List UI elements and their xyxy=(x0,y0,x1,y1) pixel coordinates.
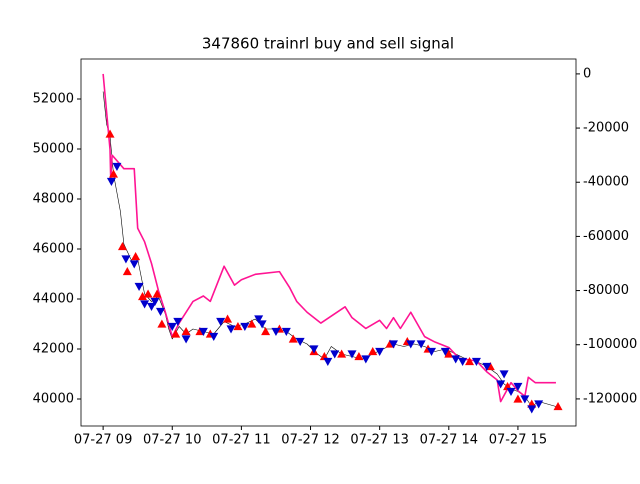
sell-marker xyxy=(134,282,144,291)
y-tick-label: 52000 xyxy=(33,92,74,107)
sell-marker xyxy=(181,335,191,344)
sell-marker xyxy=(347,350,357,359)
x-tick-label: 07-27 13 xyxy=(350,433,408,448)
sell-marker xyxy=(527,405,537,414)
line xyxy=(102,73,556,403)
sell-marker xyxy=(226,325,236,334)
sell-marker xyxy=(254,315,264,324)
y-tick-label: 42000 xyxy=(33,342,74,357)
sell-marker xyxy=(129,260,139,269)
x-tick-label: 07-27 14 xyxy=(420,433,478,448)
y2-tick-label: -40000 xyxy=(583,175,629,190)
sell-marker xyxy=(240,322,250,331)
buy-marker xyxy=(368,347,378,356)
sell-marker xyxy=(375,347,385,356)
buy-marker xyxy=(117,242,127,251)
sell-marker xyxy=(361,355,371,364)
y-tick-label: 46000 xyxy=(33,242,74,257)
buy-marker xyxy=(157,319,167,328)
sell-marker xyxy=(482,362,492,371)
buy-marker xyxy=(131,252,141,261)
sell-marker xyxy=(156,307,166,316)
sell-marker xyxy=(271,327,281,336)
buy-marker xyxy=(513,394,523,403)
buy-marker xyxy=(247,319,257,328)
sell-marker xyxy=(281,327,291,336)
buy-marker xyxy=(261,327,271,336)
sell-marker xyxy=(471,357,481,366)
y2-tick-label: -80000 xyxy=(583,283,629,298)
y2-tick-label: 0 xyxy=(583,66,591,81)
y-tick-label: 44000 xyxy=(33,292,74,307)
sell-marker xyxy=(121,255,131,264)
sell-marker xyxy=(295,337,305,346)
sell-marker xyxy=(216,317,226,326)
y2-tick-label: -100000 xyxy=(583,337,637,352)
buy-marker xyxy=(181,327,191,336)
sell-marker xyxy=(388,340,398,349)
buy-marker xyxy=(223,314,233,323)
sell-marker xyxy=(496,380,506,389)
sell-marker xyxy=(173,317,183,326)
x-tick-label: 07-27 09 xyxy=(74,433,132,448)
buy-marker xyxy=(138,292,148,301)
buy-marker xyxy=(553,402,563,411)
sell-marker xyxy=(323,357,333,366)
x-tick-label: 07-27 15 xyxy=(489,433,547,448)
buy-marker xyxy=(233,322,243,331)
sell-marker xyxy=(112,162,122,171)
buy-marker xyxy=(108,169,118,178)
sell-marker xyxy=(499,370,509,379)
sell-marker xyxy=(209,332,219,341)
sell-marker xyxy=(257,320,267,329)
buy-marker xyxy=(337,349,347,358)
chart-title: 347860 trainrl buy and sell signal xyxy=(202,35,454,53)
sell-marker xyxy=(147,302,157,311)
x-tick-label: 07-27 12 xyxy=(281,433,339,448)
sell-marker xyxy=(458,357,468,366)
sell-marker xyxy=(106,177,116,186)
plot-frame xyxy=(80,58,577,427)
x-tick-label: 07-27 11 xyxy=(212,433,270,448)
sell-marker xyxy=(451,355,461,364)
sell-marker xyxy=(506,387,516,396)
buy-marker xyxy=(354,352,364,361)
sell-marker xyxy=(309,345,319,354)
sell-marker xyxy=(406,340,416,349)
sell-marker xyxy=(513,382,523,391)
y-tick-label: 40000 xyxy=(33,392,74,407)
sell-marker xyxy=(150,297,160,306)
y-tick-label: 50000 xyxy=(33,142,74,157)
buy-marker xyxy=(152,289,162,298)
y-tick-label: 48000 xyxy=(33,192,74,207)
y2-tick-label: -120000 xyxy=(583,391,637,406)
buy-marker xyxy=(143,289,153,298)
buy-marker xyxy=(288,334,298,343)
buy-marker xyxy=(171,329,181,338)
sell-marker xyxy=(198,327,208,336)
buy-marker xyxy=(105,129,115,138)
sell-marker xyxy=(330,350,340,359)
y2-tick-label: -60000 xyxy=(583,229,629,244)
buy-marker xyxy=(122,267,132,276)
buy-marker xyxy=(444,349,454,358)
sell-marker xyxy=(427,347,437,356)
sell-marker xyxy=(140,300,150,309)
sell-marker xyxy=(440,347,450,356)
sell-marker xyxy=(416,340,426,349)
x-tick-label: 07-27 10 xyxy=(143,433,201,448)
buy-marker xyxy=(465,357,475,366)
sell-marker xyxy=(534,400,544,409)
sell-marker xyxy=(520,395,530,404)
sell-marker xyxy=(167,322,177,331)
y2-tick-label: -20000 xyxy=(583,121,629,136)
